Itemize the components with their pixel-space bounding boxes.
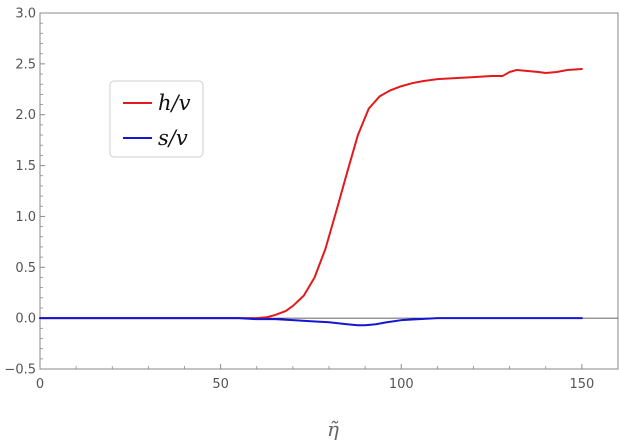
y-tick-label: 0.5 (15, 261, 36, 276)
x-tick-label: 150 (569, 377, 594, 392)
x-tick-label: 100 (389, 377, 414, 392)
legend-label-s-over-v: s/v (158, 126, 188, 150)
y-tick-label: 2.0 (15, 108, 36, 123)
x-axis-title: η̃ (327, 417, 339, 441)
y-tick-label: −0.5 (4, 363, 36, 378)
series-line-s-over-v (39, 317, 583, 327)
y-tick-label: 2.5 (15, 57, 36, 72)
y-axis-ticks: −0.5 0.0 0.5 1.0 1.5 2.0 2.5 3.0 (4, 7, 45, 378)
y-tick-label: 1.5 (15, 159, 36, 174)
x-tick-label: 50 (212, 377, 229, 392)
legend: h/v s/v (109, 80, 204, 158)
y-tick-label: 0.0 (15, 312, 36, 327)
plot-frame (39, 12, 619, 370)
legend-label-h-over-v: h/v (158, 91, 191, 115)
y-tick-label: 1.0 (15, 210, 36, 225)
x-axis-ticks: 0 50 100 150 (36, 364, 619, 392)
x-tick-label: 0 (36, 377, 44, 392)
y-tick-label: 3.0 (15, 7, 36, 22)
series-layer (39, 67, 583, 327)
